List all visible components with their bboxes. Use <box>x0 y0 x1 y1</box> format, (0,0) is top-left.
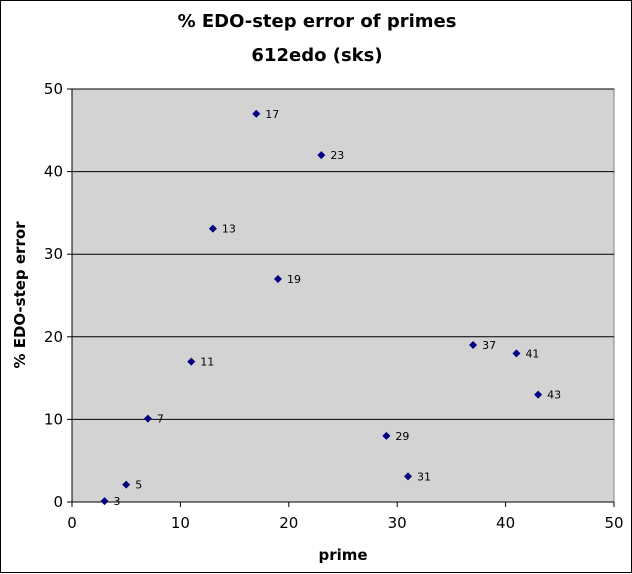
data-points: 3 5 7 11 13 17 19 23 29 31 37 41 43 <box>100 108 561 508</box>
data-point-11 <box>187 357 196 366</box>
data-label-13: 13 <box>222 223 236 236</box>
x-tick-label-40: 40 <box>496 514 515 532</box>
data-label-3: 3 <box>114 495 121 508</box>
chart-subtitle: 612edo (sks) <box>251 45 382 66</box>
data-label-11: 11 <box>200 356 214 369</box>
x-tick-label-50: 50 <box>604 514 623 532</box>
data-point-41 <box>512 349 521 358</box>
axes <box>67 88 615 507</box>
data-point-31 <box>404 472 413 481</box>
data-point-43 <box>534 390 543 399</box>
data-label-19: 19 <box>287 273 301 286</box>
data-label-41: 41 <box>525 347 539 360</box>
data-point-17 <box>252 109 261 118</box>
data-point-29 <box>382 431 391 440</box>
y-tick-label-40: 40 <box>44 163 63 181</box>
chart-title: % EDO-step error of primes <box>178 11 457 32</box>
data-label-29: 29 <box>395 430 409 443</box>
data-label-17: 17 <box>265 108 279 121</box>
data-label-43: 43 <box>547 389 561 402</box>
y-axis-title: % EDO-step error <box>11 221 29 369</box>
data-label-5: 5 <box>135 479 142 492</box>
plot-area <box>71 88 615 503</box>
data-point-37 <box>469 341 478 350</box>
x-axis-title: prime <box>318 546 367 564</box>
data-point-5 <box>122 480 131 489</box>
x-tick-label-0: 0 <box>67 514 77 532</box>
y-tick-label-50: 50 <box>44 80 63 98</box>
y-tick-label-30: 30 <box>44 245 63 263</box>
x-tick-label-20: 20 <box>279 514 298 532</box>
data-label-31: 31 <box>417 470 431 483</box>
data-point-7 <box>143 414 152 423</box>
gridlines <box>72 88 614 420</box>
data-label-23: 23 <box>330 149 344 162</box>
y-tick-label-10: 10 <box>44 410 63 428</box>
data-point-19 <box>273 274 282 283</box>
data-point-3 <box>100 497 109 506</box>
y-tick-label-20: 20 <box>44 328 63 346</box>
data-label-37: 37 <box>482 339 496 352</box>
y-tick-label-0: 0 <box>53 493 63 511</box>
tick-labels: 0 10 20 30 40 50 0 10 20 30 40 50 <box>44 80 624 532</box>
data-point-13 <box>208 224 217 233</box>
x-tick-label-30: 30 <box>388 514 407 532</box>
data-label-7: 7 <box>157 413 164 426</box>
data-point-23 <box>317 151 326 160</box>
x-tick-label-10: 10 <box>171 514 190 532</box>
